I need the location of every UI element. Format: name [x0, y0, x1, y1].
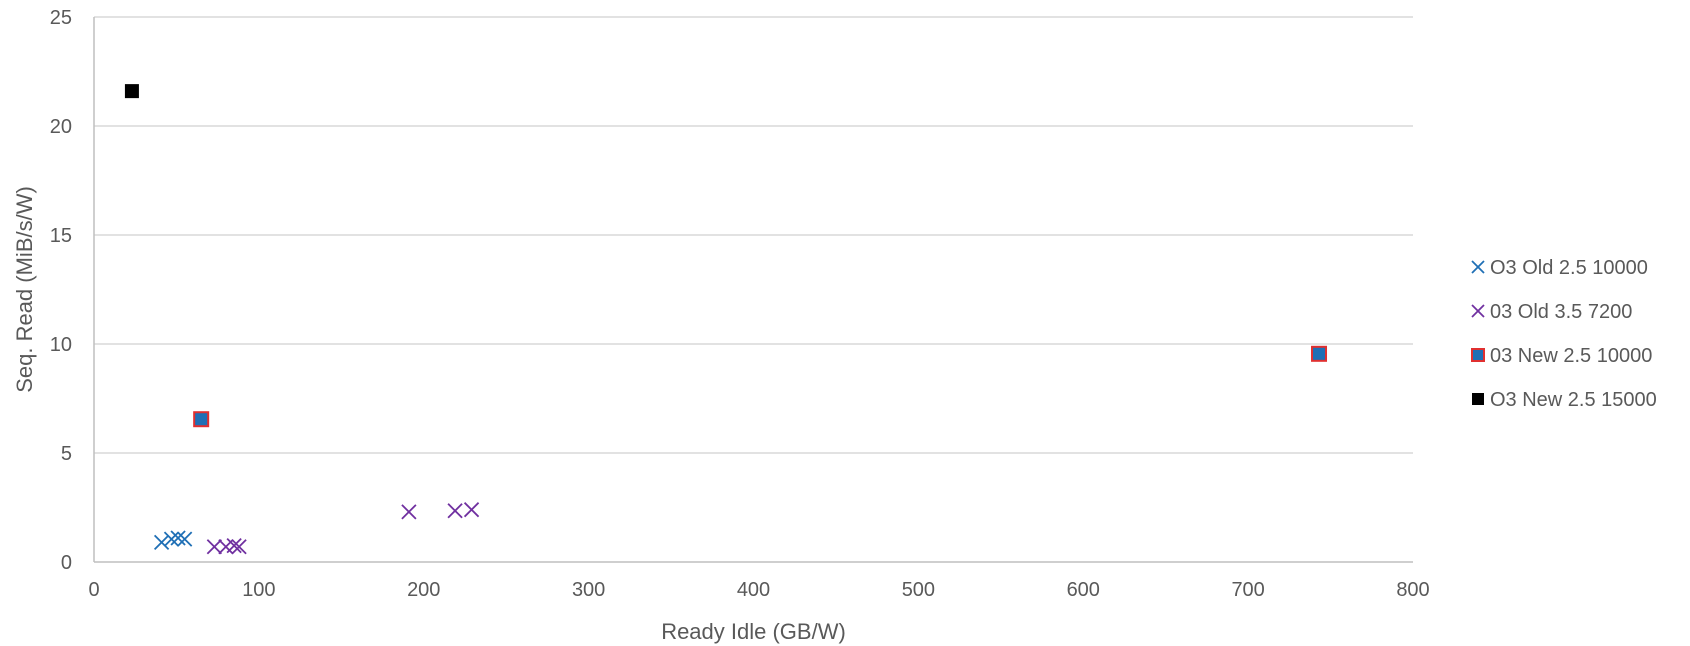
- data-point: [153, 534, 170, 551]
- series-3: [124, 84, 139, 99]
- legend-label: O3 New 2.5 15000: [1490, 389, 1657, 411]
- data-point: [170, 530, 186, 546]
- legend-item: 03 Old 3.5 7200: [1471, 301, 1632, 323]
- x-tick-label: 0: [88, 579, 99, 601]
- legend: O3 Old 2.5 10000 03 Old 3.5 7200 03 New 2.…: [1471, 257, 1657, 411]
- data-point: [124, 84, 139, 99]
- data-point: [163, 531, 180, 547]
- x-tick-label: 700: [1231, 579, 1264, 601]
- y-tick-label: 10: [50, 334, 72, 356]
- x-tick-label: 800: [1396, 579, 1429, 601]
- x-tick-label: 600: [1067, 579, 1100, 601]
- x-axis-title: Ready Idle (GB/W): [661, 619, 846, 644]
- x-tick-label: 300: [572, 579, 605, 601]
- data-point: [206, 539, 222, 555]
- legend-label: 03 Old 3.5 7200: [1490, 301, 1632, 323]
- series-0: [153, 530, 193, 551]
- data-point: [463, 502, 480, 518]
- legend-marker: [1472, 393, 1484, 405]
- legend-item: O3 Old 2.5 10000: [1471, 257, 1648, 279]
- y-axis-title: Seq. Read (MiB/s/W): [12, 186, 37, 393]
- data-point: [193, 411, 210, 428]
- y-tick-label: 0: [61, 552, 72, 574]
- legend-marker: [1471, 304, 1485, 318]
- y-tick-label: 15: [50, 225, 72, 247]
- legend-item: O3 New 2.5 15000: [1472, 389, 1657, 411]
- x-tick-label: 200: [407, 579, 440, 601]
- x-tick-label: 100: [242, 579, 275, 601]
- series-2: [193, 345, 1328, 428]
- data-point: [231, 539, 247, 555]
- legend-label: 03 New 2.5 10000: [1490, 345, 1652, 367]
- data-points: [124, 84, 1328, 555]
- y-tick-label: 20: [50, 116, 72, 138]
- series-1: [206, 502, 480, 555]
- tick-labels: 0 5 10 15 20 25 0 100 200 300 400 500 600 700 800: [50, 7, 1430, 601]
- axes: [93, 17, 1413, 563]
- data-point: [1311, 345, 1328, 362]
- legend-label: O3 Old 2.5 10000: [1490, 257, 1648, 279]
- gridlines: [94, 16, 1413, 454]
- y-tick-label: 25: [50, 7, 72, 29]
- data-point: [447, 503, 463, 519]
- legend-marker: [1471, 260, 1485, 274]
- data-point: [401, 504, 417, 520]
- x-tick-label: 500: [902, 579, 935, 601]
- data-point: [226, 538, 242, 554]
- x-tick-label: 400: [737, 579, 770, 601]
- legend-item: 03 New 2.5 10000: [1471, 345, 1652, 367]
- data-point: [177, 531, 193, 547]
- y-tick-label: 5: [61, 443, 72, 465]
- legend-marker: [1471, 348, 1485, 362]
